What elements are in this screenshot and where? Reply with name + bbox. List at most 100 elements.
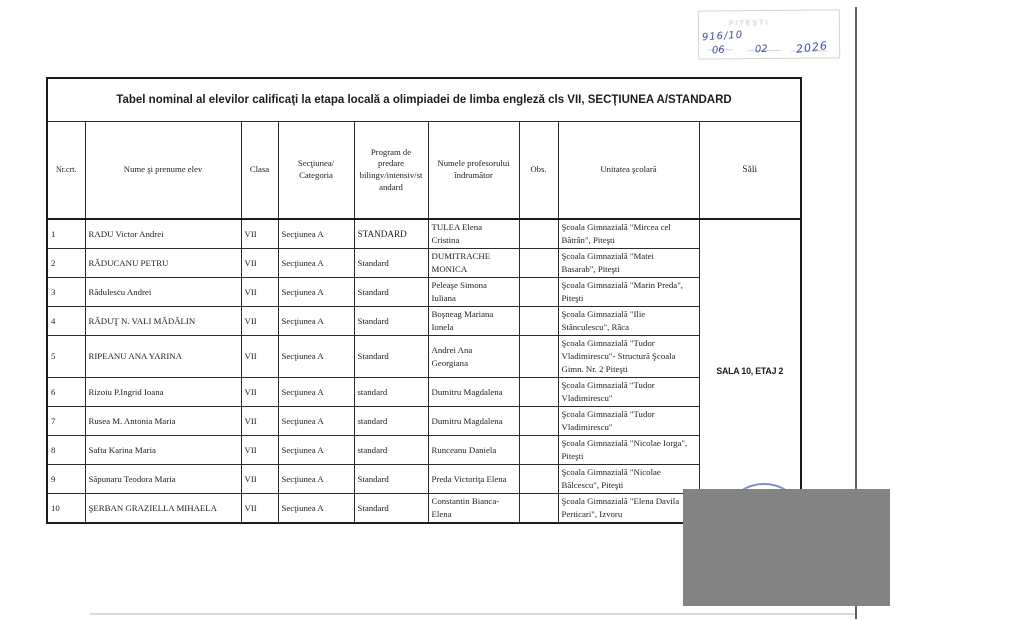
cell-unitate: Şcoala Gimnazială "Ilie Stănculescu", Râ… (557, 306, 700, 336)
cell-program: Standard (353, 335, 429, 378)
cell-sectiunea: Secţiunea A (277, 377, 355, 407)
cell-profesor: Dumitru Magdalena (427, 406, 520, 436)
cell-clasa: VII (240, 277, 279, 307)
cell-obs (518, 306, 559, 336)
cell-clasa: VII (240, 335, 279, 378)
handwritten-month: 02 (754, 43, 769, 56)
cell-nr: 1 (46, 218, 86, 249)
cell-name: RIPEANU ANA YARINA (84, 335, 242, 378)
cell-obs (518, 377, 559, 407)
table-title-row: Tabel nominal al elevilor calificaţi la … (46, 77, 802, 122)
cell-unitate: Şcoala Gimnazială "Tudor Vladimirescu" (557, 377, 700, 407)
cell-profesor: Preda Victoriţa Elena (427, 464, 520, 494)
cell-sectiunea: Secţiunea A (277, 277, 355, 307)
cell-program: Standard (353, 248, 429, 278)
cell-unitate: Şcoala Gimnazială "Tudor Vladimirescu"- … (557, 335, 700, 378)
handwritten-day: 06 (711, 44, 726, 57)
table-row: 6 Rizoiu P.Ingrid Ioana VII Secţiunea A … (46, 377, 801, 407)
cell-program: Standard (353, 464, 429, 494)
cell-profesor: Dumitru Magdalena (427, 377, 520, 407)
table-row: 3 Rădulescu Andrei VII Secţiunea A Stand… (46, 277, 801, 307)
cell-program: Standard (353, 277, 429, 307)
redaction-box (683, 489, 890, 606)
sali-merged-cell: SALA 10, ETAJ 2 (698, 218, 802, 524)
cell-nr: 6 (46, 377, 86, 407)
cell-sectiunea: Secţiunea A (277, 464, 355, 494)
cell-sectiunea: Secţiunea A (277, 435, 355, 465)
cell-name: ŞERBAN GRAZIELLA MIHAELA (84, 493, 242, 524)
cell-name: Rizoiu P.Ingrid Ioana (84, 377, 242, 407)
header-unitate: Unitatea şcolară (557, 121, 700, 220)
cell-profesor: Constantin Bianca- Elena (427, 493, 520, 524)
cell-program: Standard (353, 306, 429, 336)
cell-clasa: VII (240, 218, 279, 249)
header-obs: Obs. (518, 121, 559, 220)
cell-obs (518, 464, 559, 494)
cell-profesor: TULEA Elena Cristina (427, 218, 520, 249)
cell-sectiunea: Secţiunea A (277, 493, 355, 524)
cell-program: standard (353, 435, 429, 465)
cell-nr: 8 (46, 435, 86, 465)
cell-profesor: Runceanu Daniela (427, 435, 520, 465)
cell-obs (518, 493, 559, 524)
cell-sectiunea: Secţiunea A (277, 335, 355, 378)
cell-unitate: Şcoala Gimnazială "Matei Basarab", Piteş… (557, 248, 700, 278)
cell-name: Rădulescu Andrei (84, 277, 242, 307)
cell-profesor: Boşneag Mariana Ionela (427, 306, 520, 336)
cell-sectiunea: Secţiunea A (277, 306, 355, 336)
table-row: 10 ŞERBAN GRAZIELLA MIHAELA VII Secţiune… (46, 493, 801, 524)
table-row: 7 Rusea M. Antonia Maria VII Secţiunea A… (46, 406, 801, 436)
cell-name: RADU Victor Andrei (84, 218, 242, 249)
table-row: 9 Săpunaru Teodora Maria VII Secţiunea A… (46, 464, 801, 494)
cell-obs (518, 218, 559, 249)
cell-name: Săpunaru Teodora Maria (84, 464, 242, 494)
cell-nr: 7 (46, 406, 86, 436)
cell-program: standard (353, 377, 429, 407)
cell-obs (518, 248, 559, 278)
cell-program: STANDARD (353, 218, 429, 249)
table-row: 8 Safta Karina Maria VII Secţiunea A sta… (46, 435, 801, 465)
cell-unitate: Şcoala Gimnazială "Mircea cel Bătrân", P… (557, 218, 700, 249)
cell-sectiunea: Secţiunea A (277, 218, 355, 249)
table-row: 4 RĂDUŢ N. VALI MĂDĂLIN VII Secţiunea A … (46, 306, 801, 336)
student-qualification-table: Tabel nominal al elevilor calificaţi la … (46, 77, 803, 524)
header-sali: Săli (698, 121, 802, 220)
header-name: Nume şi prenume elev (84, 121, 242, 220)
header-clasa: Clasa (240, 121, 279, 220)
header-nr: Nr.crt. (46, 121, 86, 220)
cell-nr: 2 (46, 248, 86, 278)
cell-profesor: DUMITRACHE MONICA (427, 248, 520, 278)
cell-nr: 3 (46, 277, 86, 307)
cell-unitate: Şcoala Gimnazială "Tudor Vladimirescu" (557, 406, 700, 436)
header-profesor: Numele profesorului îndrumător (427, 121, 520, 220)
table-header-row: Nr.crt. Nume şi prenume elev Clasa Secţi… (46, 121, 802, 220)
cell-obs (518, 335, 559, 378)
header-sectiunea: Secţiunea/ Categoria (277, 121, 355, 220)
cell-clasa: VII (240, 435, 279, 465)
cell-nr: 10 (46, 493, 86, 524)
cell-unitate: Şcoala Gimnazială "Marin Preda", Piteşti (557, 277, 700, 307)
cell-obs (518, 406, 559, 436)
page-edge-line (855, 7, 857, 619)
cell-clasa: VII (240, 248, 279, 278)
cell-name: RĂDUCANU PETRU (84, 248, 242, 278)
stamp-faint-text: PITEŞTI (728, 19, 770, 28)
cell-nr: 5 (46, 335, 86, 378)
cell-clasa: VII (240, 377, 279, 407)
page-bottom-shadow (90, 613, 855, 615)
cell-clasa: VII (240, 306, 279, 336)
cell-program: standard (353, 406, 429, 436)
cell-clasa: VII (240, 493, 279, 524)
cell-name: RĂDUŢ N. VALI MĂDĂLIN (84, 306, 242, 336)
table-title: Tabel nominal al elevilor calificaţi la … (46, 77, 802, 122)
cell-unitate: Şcoala Gimnazială "Nicolae Bălcescu", Pi… (557, 464, 700, 494)
cell-obs (518, 277, 559, 307)
cell-name: Rusea M. Antonia Maria (84, 406, 242, 436)
table-row: 5 RIPEANU ANA YARINA VII Secţiunea A Sta… (46, 335, 801, 378)
header-program: Program de predare bilingv/intensiv/st a… (353, 121, 429, 220)
cell-name: Safta Karina Maria (84, 435, 242, 465)
cell-unitate: Şcoala Gimnazială "Elena Davila Perticar… (557, 493, 700, 524)
cell-sectiunea: Secţiunea A (277, 406, 355, 436)
cell-sectiunea: Secţiunea A (277, 248, 355, 278)
cell-clasa: VII (240, 464, 279, 494)
